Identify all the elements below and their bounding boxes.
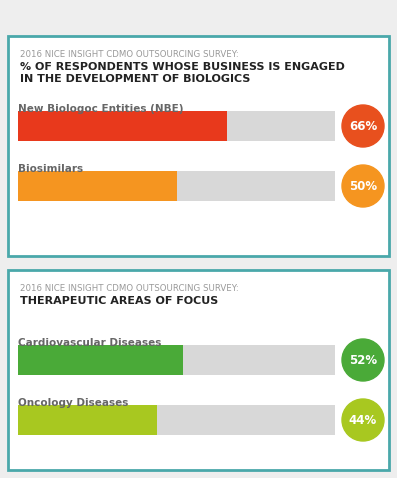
FancyBboxPatch shape [18, 345, 183, 375]
Text: 2016 NICE INSIGHT CDMO OUTSOURCING SURVEY:: 2016 NICE INSIGHT CDMO OUTSOURCING SURVE… [20, 50, 239, 59]
FancyBboxPatch shape [18, 111, 335, 141]
FancyBboxPatch shape [18, 405, 158, 435]
FancyBboxPatch shape [18, 345, 335, 375]
Text: IN THE DEVELOPMENT OF BIOLOGICS: IN THE DEVELOPMENT OF BIOLOGICS [20, 74, 251, 84]
Text: 52%: 52% [349, 354, 377, 367]
Text: Biosimilars: Biosimilars [18, 164, 83, 174]
Text: % OF RESPONDENTS WHOSE BUSINESS IS ENGAGED: % OF RESPONDENTS WHOSE BUSINESS IS ENGAG… [20, 62, 345, 72]
FancyBboxPatch shape [18, 171, 177, 201]
FancyBboxPatch shape [18, 111, 227, 141]
Text: 50%: 50% [349, 180, 377, 193]
Text: New Biologoc Entities (NBE): New Biologoc Entities (NBE) [18, 104, 183, 114]
Circle shape [342, 339, 384, 381]
Text: THERAPEUTIC AREAS OF FOCUS: THERAPEUTIC AREAS OF FOCUS [20, 296, 218, 306]
FancyBboxPatch shape [8, 36, 389, 256]
Text: 2016 NICE INSIGHT CDMO OUTSOURCING SURVEY:: 2016 NICE INSIGHT CDMO OUTSOURCING SURVE… [20, 284, 239, 293]
Text: Cardiovascular Diseases: Cardiovascular Diseases [18, 338, 161, 348]
Text: 44%: 44% [349, 413, 377, 426]
Circle shape [342, 105, 384, 147]
FancyBboxPatch shape [18, 405, 335, 435]
Text: Oncology Diseases: Oncology Diseases [18, 398, 128, 408]
Text: 66%: 66% [349, 120, 377, 132]
Circle shape [342, 165, 384, 207]
FancyBboxPatch shape [8, 270, 389, 470]
Circle shape [342, 399, 384, 441]
FancyBboxPatch shape [18, 171, 335, 201]
